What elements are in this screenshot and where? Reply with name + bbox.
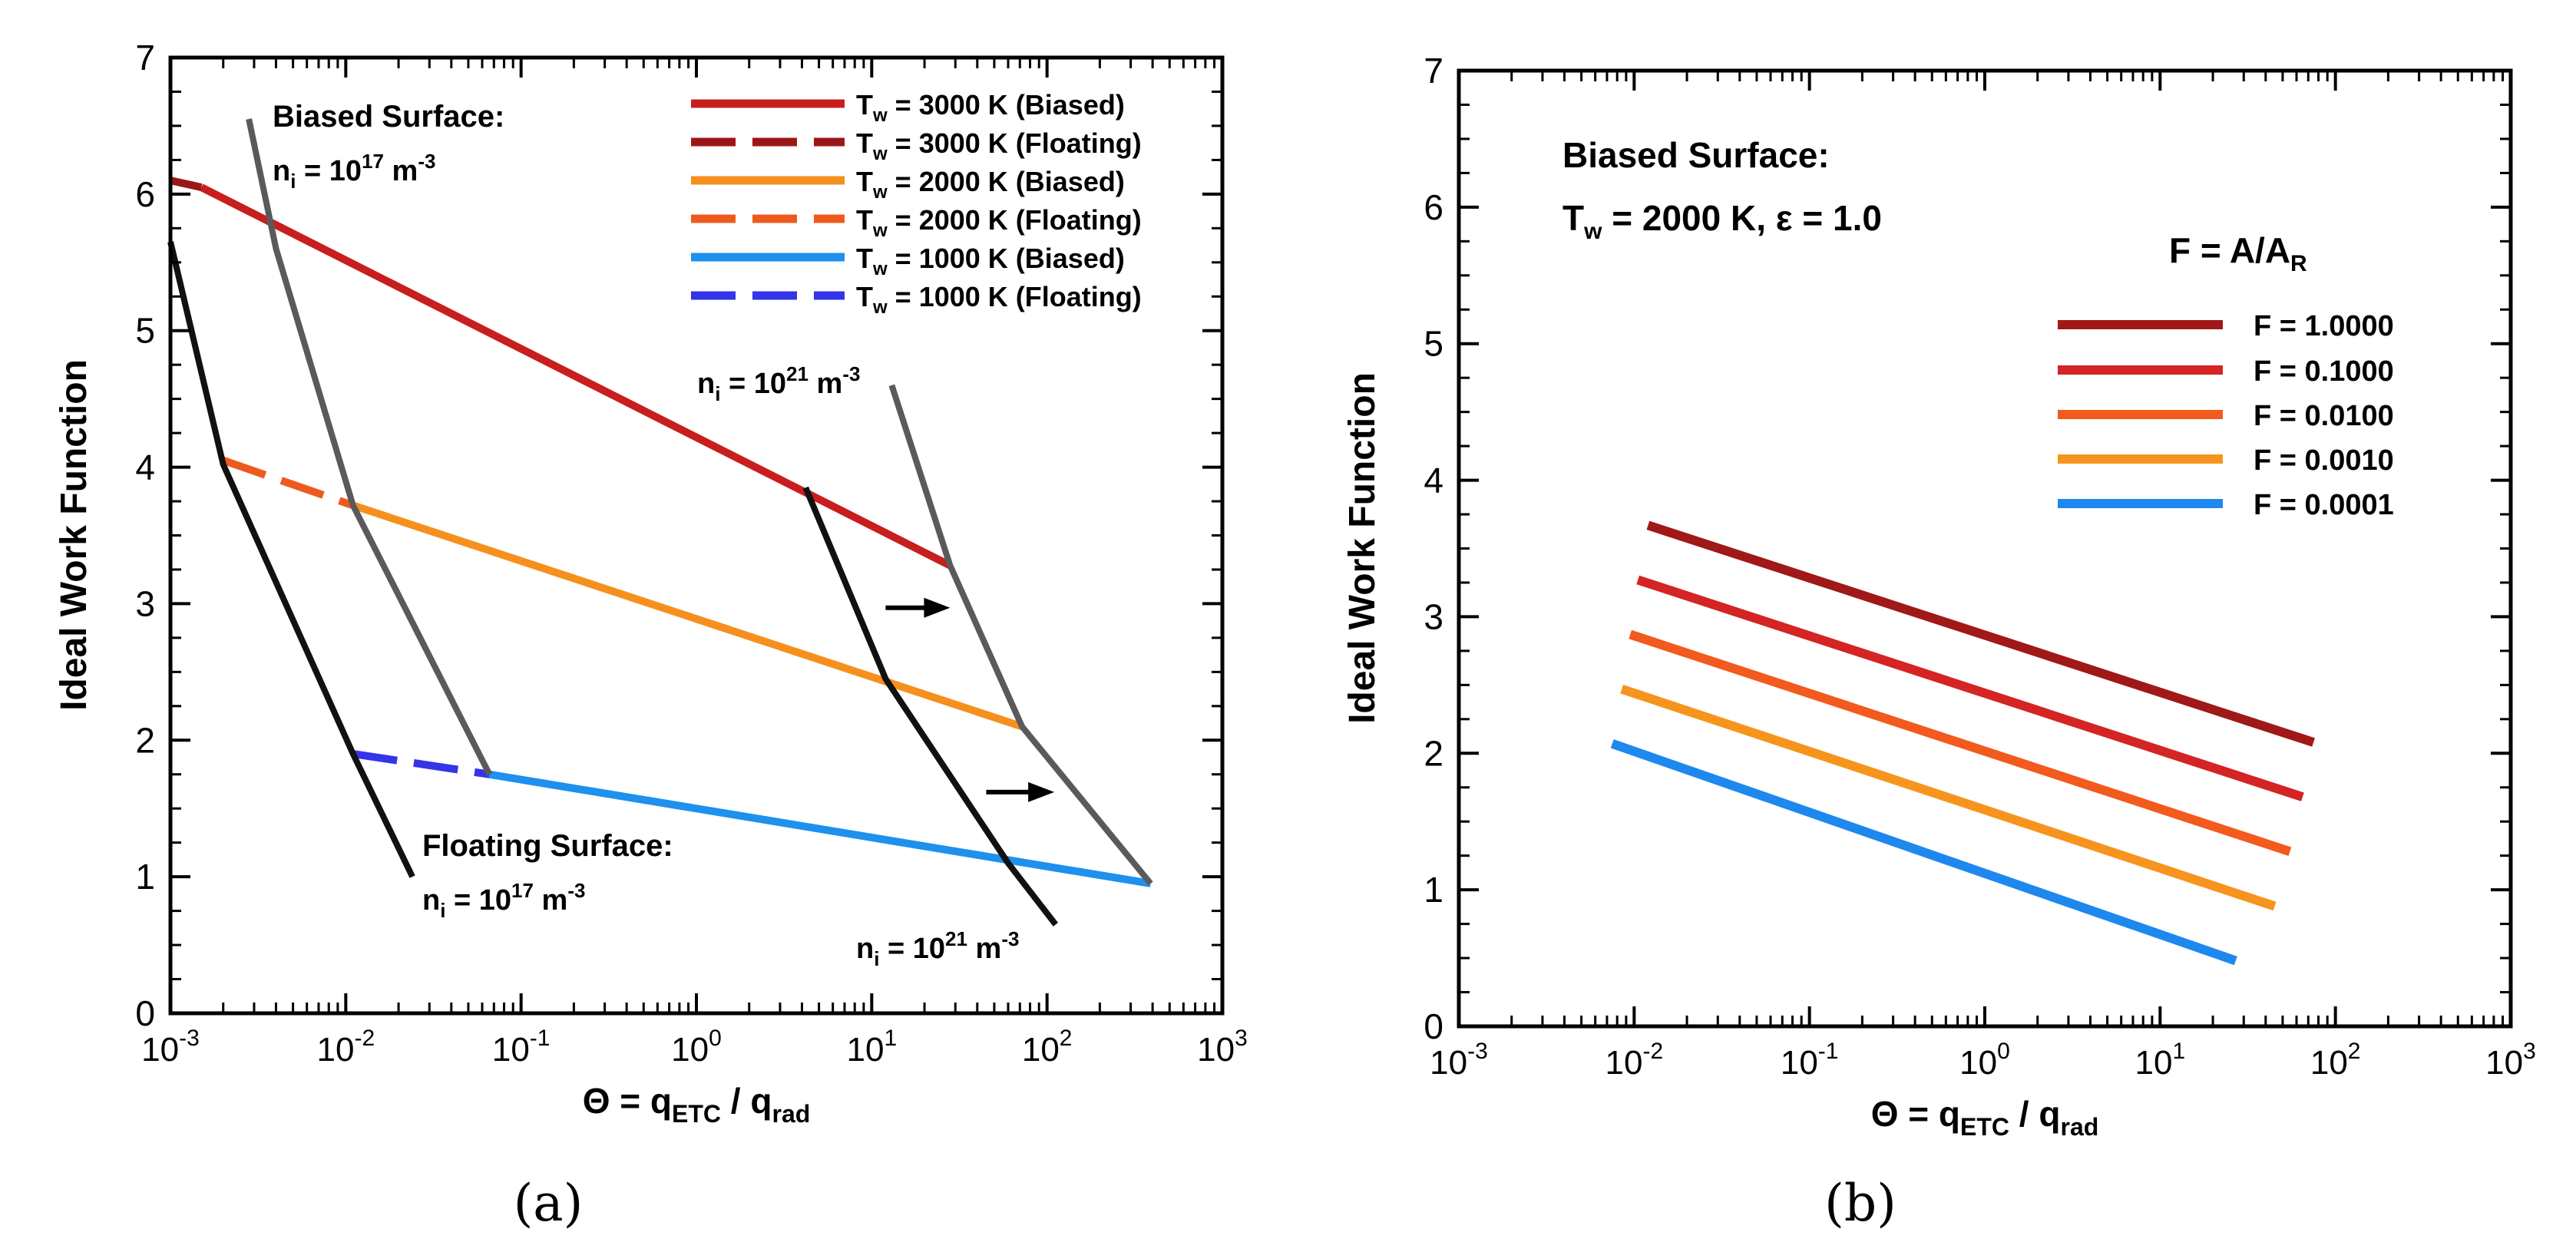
y-tick-label: 0 <box>1424 1006 1443 1046</box>
x-tick-label: 101 <box>2135 1039 2186 1082</box>
arrow-head <box>924 597 951 618</box>
series-line <box>222 456 355 510</box>
y-tick-label: 1 <box>135 857 155 897</box>
x-tick-label: 103 <box>1197 1026 1248 1069</box>
legend-item: F = 0.1000 <box>2058 355 2394 388</box>
legend-title-b: F = A/AR <box>2169 230 2307 276</box>
y-tick-label: 5 <box>1424 324 1443 364</box>
series-line <box>1620 685 2277 911</box>
y-tick-label: 4 <box>1424 461 1443 500</box>
legend-label: F = 0.0010 <box>2254 444 2394 477</box>
series-line <box>169 177 203 191</box>
x-tick-label: 10-3 <box>141 1026 200 1069</box>
legend-item: Tw = 1000 K (Biased) <box>691 243 1125 279</box>
legend-label: Tw = 1000 K (Floating) <box>856 281 1142 318</box>
y-tick-label: 3 <box>135 583 155 623</box>
y-axis-label-a: Ideal Work Function <box>54 359 94 711</box>
y-tick-label: 5 <box>135 311 155 351</box>
legend-item: Tw = 3000 K (Floating) <box>691 127 1142 164</box>
panel-caption-a: (a) <box>514 1174 584 1233</box>
y-tick-label: 2 <box>1424 733 1443 773</box>
density-line <box>802 486 1059 927</box>
legend-item: F = 0.0010 <box>2058 444 2394 477</box>
ticks-a: 10-3 10-2 10-1 100 101 102 103 0 1 2 3 4 5 6 7 <box>135 38 1247 1069</box>
legend-label: F = 0.0100 <box>2254 400 2394 432</box>
series-line <box>1646 520 2315 747</box>
x-tick-label: 10-3 <box>1430 1039 1488 1082</box>
x-tick-label: 103 <box>2485 1039 2536 1082</box>
legend-label: Tw = 1000 K (Biased) <box>856 243 1125 279</box>
legend-label: F = 0.1000 <box>2254 355 2394 388</box>
density-lines-a <box>167 118 1153 927</box>
series-line <box>488 770 1152 887</box>
density-line <box>888 384 1153 886</box>
annotation-upper-density: ni = 1021 m-3 <box>697 362 860 405</box>
legend-item: F = 0.0100 <box>2058 400 2394 432</box>
series-line <box>352 501 1023 731</box>
legend-label: Tw = 2000 K (Biased) <box>856 166 1125 203</box>
legend-item: F = 0.0001 <box>2058 489 2394 521</box>
x-tick-label: 100 <box>1959 1039 2010 1082</box>
series-line <box>1636 575 2304 801</box>
annotation-title-b: Biased Surface: <box>1562 135 1830 175</box>
y-tick-label: 1 <box>1424 870 1443 910</box>
x-tick-label: 100 <box>671 1026 722 1069</box>
y-axis-label-b: Ideal Work Function <box>1342 372 1383 724</box>
annotation-condition-b: Tw = 2000 K, ε = 1.0 <box>1562 198 1882 244</box>
x-axis-label-b: Θ = qETC / qrad <box>1871 1094 2099 1141</box>
legend-a: Tw = 3000 K (Biased) Tw = 3000 K (Floati… <box>691 89 1142 318</box>
legend-label: Tw = 3000 K (Floating) <box>856 127 1142 164</box>
series-line <box>1610 739 2237 966</box>
annotation-floating-title: Floating Surface: <box>422 829 673 863</box>
x-tick-label: 101 <box>847 1026 898 1069</box>
chart-panel-a: 10-3 10-2 10-1 100 101 102 103 0 1 2 3 4 5 6 7 Ideal W… <box>54 38 1248 1233</box>
x-tick-label: 10-1 <box>492 1026 551 1069</box>
arrow-head <box>1028 781 1055 802</box>
arrows-a <box>885 597 1055 802</box>
legend-label: F = 1.0000 <box>2254 310 2394 342</box>
density-line <box>167 241 415 878</box>
legend-item: F = 1.0000 <box>2058 310 2394 342</box>
y-tick-label: 6 <box>1424 187 1443 227</box>
x-tick-label: 10-2 <box>317 1026 375 1069</box>
chart-panel-b: 10-3 10-2 10-1 100 101 102 103 0 1 2 3 4 5 6 7 Ideal W… <box>1342 51 2536 1233</box>
legend-b: F = 1.0000 F = 0.1000 F = 0.0100 F = 0.0… <box>2058 310 2394 521</box>
series-line <box>199 183 952 570</box>
y-tick-label: 3 <box>1424 596 1443 636</box>
legend-item: Tw = 1000 K (Floating) <box>691 281 1142 318</box>
series-line <box>1629 629 2292 856</box>
x-tick-label: 10-1 <box>1781 1039 1839 1082</box>
annotation-lower-density: ni = 1021 m-3 <box>856 927 1019 970</box>
y-tick-label: 0 <box>135 993 155 1033</box>
ticks-b: 10-3 10-2 10-1 100 101 102 103 0 1 2 3 4 5 6 7 <box>1424 51 2535 1082</box>
annotation-biased-density: ni = 1017 m-3 <box>273 150 435 193</box>
y-tick-label: 4 <box>135 448 155 487</box>
annotation-biased-title: Biased Surface: <box>273 100 504 134</box>
x-tick-label: 10-2 <box>1605 1039 1664 1082</box>
legend-item: Tw = 2000 K (Biased) <box>691 166 1125 203</box>
y-tick-label: 7 <box>1424 51 1443 91</box>
legend-item: Tw = 3000 K (Biased) <box>691 89 1125 126</box>
legend-label: F = 0.0001 <box>2254 489 2394 521</box>
series-lines-a <box>169 177 1152 887</box>
x-tick-label: 102 <box>1022 1026 1073 1069</box>
density-line <box>246 118 493 776</box>
x-tick-label: 102 <box>2310 1039 2361 1082</box>
legend-label: Tw = 3000 K (Biased) <box>856 89 1125 126</box>
y-tick-label: 2 <box>135 720 155 760</box>
series-line <box>352 750 491 778</box>
series-lines-b <box>1610 520 2315 966</box>
legend-label: Tw = 2000 K (Floating) <box>856 204 1142 241</box>
legend-item: Tw = 2000 K (Floating) <box>691 204 1142 241</box>
y-tick-label: 7 <box>135 38 155 78</box>
panel-caption-b: (b) <box>1824 1174 1896 1233</box>
y-tick-label: 6 <box>135 174 155 214</box>
x-axis-label-a: Θ = qETC / qrad <box>583 1081 811 1128</box>
annotation-floating-density: ni = 1017 m-3 <box>422 879 585 922</box>
